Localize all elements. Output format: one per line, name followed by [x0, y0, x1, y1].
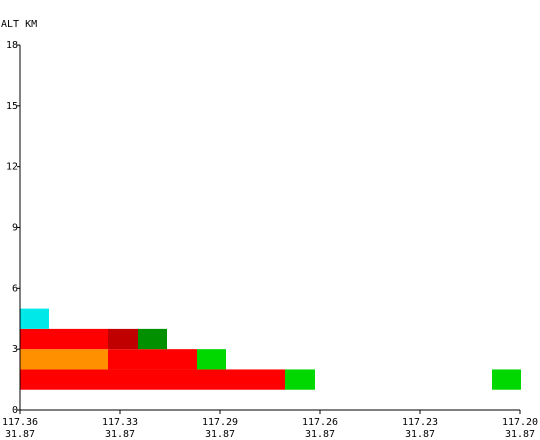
y-tick-label: 15	[6, 101, 18, 112]
reflectivity-cell	[138, 328, 167, 350]
reflectivity-cell	[108, 328, 138, 350]
reflectivity-cell	[285, 369, 315, 390]
x-tick-label-lat: 31.87	[305, 429, 335, 440]
y-tick-label: 12	[6, 162, 18, 173]
reflectivity-cells	[20, 308, 521, 390]
reflectivity-cell	[197, 349, 226, 370]
reflectivity-cell	[20, 349, 108, 370]
y-tick-label: 3	[12, 344, 18, 355]
x-tick-label-lon: 117.23	[402, 417, 438, 428]
x-tick-label-lat: 31.87	[505, 429, 535, 440]
x-tick-label-lat: 31.87	[105, 429, 135, 440]
x-tick-label-lon: 117.26	[302, 417, 338, 428]
reflectivity-cell	[20, 328, 108, 350]
reflectivity-cell	[20, 308, 49, 329]
x-tick-label-lat: 31.87	[5, 429, 35, 440]
y-tick-label: 18	[6, 40, 18, 51]
x-tick-label-lat: 31.87	[205, 429, 235, 440]
y-tick-label: 0	[12, 405, 18, 416]
y-tick-label: 6	[12, 283, 18, 294]
x-tick-label-lon: 117.33	[102, 417, 138, 428]
reflectivity-cell	[492, 369, 521, 390]
x-tick-label-lon: 117.29	[202, 417, 238, 428]
x-tick-label-lat: 31.87	[405, 429, 435, 440]
reflectivity-cell	[108, 349, 197, 370]
y-tick-label: 9	[12, 223, 18, 234]
reflectivity-cell	[20, 369, 285, 390]
x-ticks: 117.3631.87117.3331.87117.2931.87117.263…	[2, 410, 538, 440]
y-axis-label: ALT KM	[1, 19, 37, 30]
x-tick-label-lon: 117.36	[2, 417, 38, 428]
x-tick-label-lon: 117.20	[502, 417, 538, 428]
y-ticks: 0 3 6 9 12 15 18	[6, 40, 20, 416]
